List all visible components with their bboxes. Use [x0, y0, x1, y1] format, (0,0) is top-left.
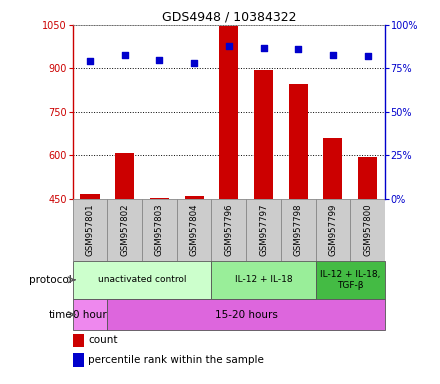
Text: unactivated control: unactivated control	[98, 275, 186, 284]
Bar	[350, 199, 385, 260]
Bar	[81, 194, 99, 199]
Text: IL-12 + IL-18: IL-12 + IL-18	[235, 275, 292, 284]
Point	[225, 43, 232, 49]
Bar	[289, 84, 308, 199]
Point	[86, 58, 93, 65]
Text: GSM957803: GSM957803	[155, 203, 164, 256]
Text: GSM957797: GSM957797	[259, 204, 268, 256]
Bar	[73, 334, 84, 348]
Text: GSM957798: GSM957798	[294, 204, 303, 256]
Bar	[73, 299, 107, 330]
Text: percentile rank within the sample: percentile rank within the sample	[88, 355, 264, 365]
Bar	[177, 199, 212, 260]
Bar	[115, 153, 134, 199]
Text: GSM957802: GSM957802	[120, 203, 129, 256]
Bar	[315, 199, 350, 260]
Text: 15-20 hours: 15-20 hours	[215, 310, 278, 319]
Bar	[73, 353, 84, 367]
Point	[121, 51, 128, 58]
Point	[191, 60, 198, 66]
Text: time: time	[48, 310, 72, 319]
Text: protocol: protocol	[29, 275, 72, 285]
Title: GDS4948 / 10384322: GDS4948 / 10384322	[161, 11, 296, 24]
Bar	[150, 198, 169, 199]
Bar	[212, 199, 246, 260]
Point	[295, 46, 302, 52]
Bar	[315, 260, 385, 299]
Text: GSM957799: GSM957799	[328, 204, 337, 256]
Bar	[323, 139, 342, 199]
Bar	[73, 260, 212, 299]
Text: count: count	[88, 336, 118, 346]
Text: GSM957796: GSM957796	[224, 204, 233, 256]
Point	[156, 57, 163, 63]
Bar	[73, 199, 107, 260]
Bar	[107, 199, 142, 260]
Text: GSM957801: GSM957801	[85, 203, 95, 256]
Bar	[219, 26, 238, 199]
Bar	[281, 199, 315, 260]
Bar	[107, 299, 385, 330]
Text: 0 hour: 0 hour	[73, 310, 107, 319]
Bar	[142, 199, 177, 260]
Text: IL-12 + IL-18,
TGF-β: IL-12 + IL-18, TGF-β	[320, 270, 381, 290]
Bar	[254, 70, 273, 199]
Text: GSM957800: GSM957800	[363, 203, 372, 256]
Bar	[212, 260, 315, 299]
Point	[330, 51, 337, 58]
Point	[364, 53, 371, 59]
Bar	[184, 196, 204, 199]
Bar	[358, 157, 377, 199]
Bar	[246, 199, 281, 260]
Text: GSM957804: GSM957804	[190, 203, 198, 256]
Point	[260, 45, 267, 51]
